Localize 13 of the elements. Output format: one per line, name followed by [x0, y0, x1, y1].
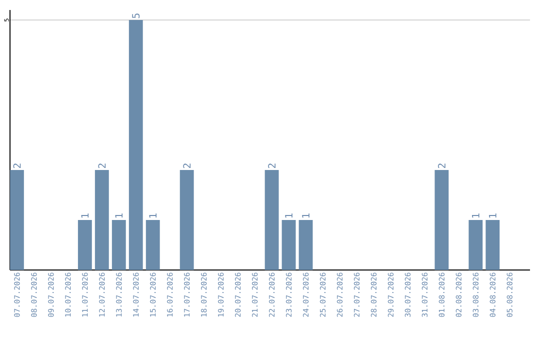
data-label: 2	[268, 164, 276, 168]
data-label: 5	[132, 14, 140, 18]
data-label: 2	[183, 164, 191, 168]
data-label: 1	[472, 213, 480, 218]
data-label: 2	[438, 164, 446, 168]
data-label: 1	[81, 213, 89, 218]
data-label: 1	[115, 213, 123, 218]
data-label: 1	[302, 213, 310, 218]
data-label: 2	[98, 164, 106, 168]
data-label: 1	[149, 213, 157, 218]
data-label: 1	[488, 213, 496, 218]
data-label: 2	[13, 164, 21, 168]
data-label: 1	[285, 213, 292, 218]
